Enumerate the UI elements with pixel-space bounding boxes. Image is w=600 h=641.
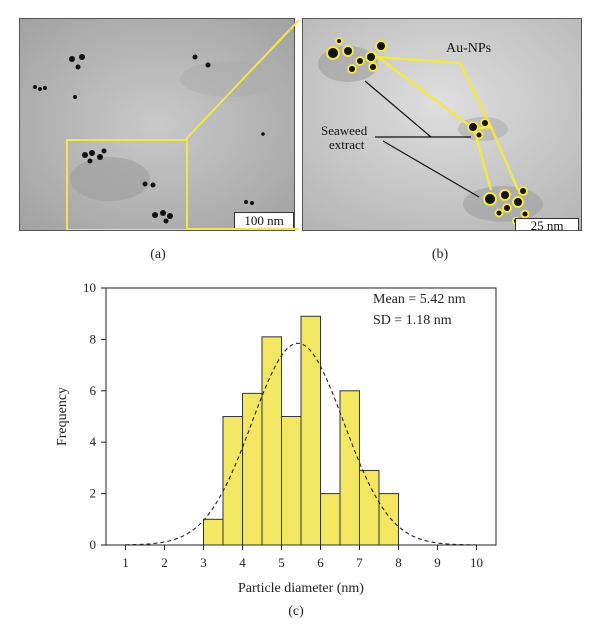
- panel-c-label: (c): [288, 604, 304, 619]
- annotation-sd: SD = 1.18 nm: [373, 313, 452, 328]
- y-tick-label-10: 10: [83, 280, 96, 295]
- histogram-chart: 1 2 3 4 5 6 7 8 9 10 0 2 4 6 8 10 Frequency Particle di…: [55, 280, 497, 596]
- histogram-bar-10: [378, 493, 399, 546]
- histogram-bar-7: [320, 493, 341, 546]
- panel-b-label: (b): [431, 247, 449, 262]
- histogram-bar-4: [261, 336, 282, 546]
- panel-a-label: (a): [150, 247, 166, 262]
- y-axis-label: Frequency: [55, 387, 70, 446]
- x-tick-label-6: 6: [317, 555, 324, 570]
- y-tick-label-0: 0: [90, 537, 97, 552]
- micrograph-b-image: Au-NPs Seaweed extract: [303, 19, 581, 230]
- zoom-connector-lines: [185, 19, 300, 230]
- micrograph-panel-a: 100 nm: [19, 18, 295, 231]
- x-tick-label-5: 5: [278, 555, 285, 570]
- annotation-mean: Mean = 5.42 nm: [373, 292, 466, 307]
- label-seaweed-line2: extract: [329, 137, 365, 152]
- histogram-bar-9: [359, 469, 380, 546]
- histogram-bar-3: [242, 392, 263, 546]
- histogram-bar-5: [281, 416, 302, 546]
- histogram-bar-2: [222, 416, 243, 546]
- histogram-bar-1: [203, 518, 224, 546]
- x-axis-label: Particle diameter (nm): [238, 581, 364, 596]
- x-tick-label-4: 4: [239, 555, 246, 570]
- scale-bar-a: 100 nm: [234, 212, 294, 230]
- y-tick-label-4: 4: [90, 434, 97, 449]
- histogram-bar-6: [300, 315, 321, 546]
- histogram-bar-8: [339, 390, 360, 546]
- label-au-nps: Au-NPs: [446, 41, 491, 56]
- x-tick-label-8: 8: [395, 555, 402, 570]
- label-seaweed-line1: Seaweed: [321, 123, 368, 138]
- y-tick-label-2: 2: [90, 486, 97, 501]
- x-tick-label-7: 7: [356, 555, 363, 570]
- micrograph-panel-b: Au-NPs Seaweed extract 25 nm: [302, 18, 582, 231]
- x-tick-label-10: 10: [470, 555, 483, 570]
- x-tick-label-1: 1: [122, 555, 129, 570]
- y-tick-label-8: 8: [90, 331, 97, 346]
- scale-bar-b: 25 nm: [515, 218, 579, 230]
- micrograph-a-image: [20, 19, 294, 230]
- x-tick-label-9: 9: [434, 555, 441, 570]
- normal-fit-curve: [125, 342, 477, 546]
- x-tick-label-3: 3: [200, 555, 207, 570]
- y-tick-label-6: 6: [90, 383, 97, 398]
- x-tick-label-2: 2: [161, 555, 168, 570]
